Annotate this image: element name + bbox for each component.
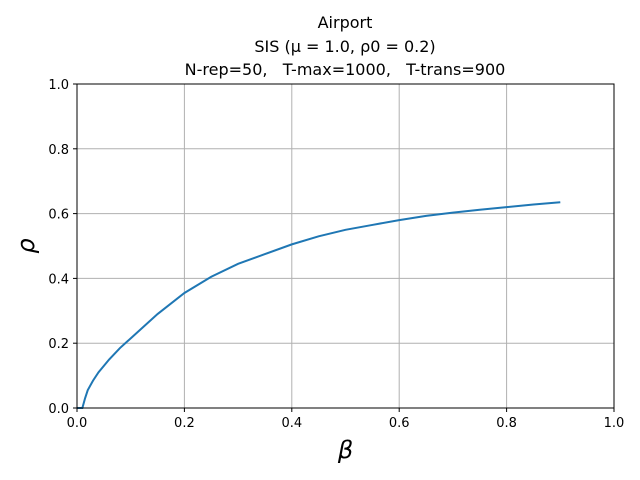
- x-axis-label: β: [337, 436, 353, 464]
- x-tick-label: 1.0: [604, 416, 625, 431]
- chart-parameters: N-rep=50, T-max=1000, T-trans=900: [184, 60, 506, 79]
- y-tick-label: 0.8: [48, 143, 69, 158]
- x-tick-label: 0.8: [496, 416, 517, 431]
- y-tick-label: 0.4: [48, 272, 69, 287]
- x-tick-label: 0.6: [389, 416, 410, 431]
- x-tick-label: 0.2: [174, 416, 195, 431]
- series-line: [77, 201, 561, 409]
- x-tick-label: 0.4: [281, 416, 302, 431]
- tick-layer: 0.0 0.2 0.4 0.6 0.8 1.0 0.0 0.2 0.4 0.6 0.8 1.0: [48, 78, 624, 431]
- chart-title: Airport: [317, 13, 373, 32]
- y-axis-label: ρ: [12, 238, 40, 253]
- y-tick-label: 0.6: [48, 208, 69, 223]
- axes-frame: [76, 83, 615, 409]
- x-tick-label: 0.0: [67, 416, 88, 431]
- chart-subtitle: SIS (μ = 1.0, ρ0 = 0.2): [254, 37, 436, 56]
- grid-layer: [76, 83, 615, 409]
- y-tick-label: 0.2: [48, 337, 69, 352]
- y-tick-label: 0.0: [48, 402, 69, 417]
- y-tick-label: 1.0: [48, 78, 69, 93]
